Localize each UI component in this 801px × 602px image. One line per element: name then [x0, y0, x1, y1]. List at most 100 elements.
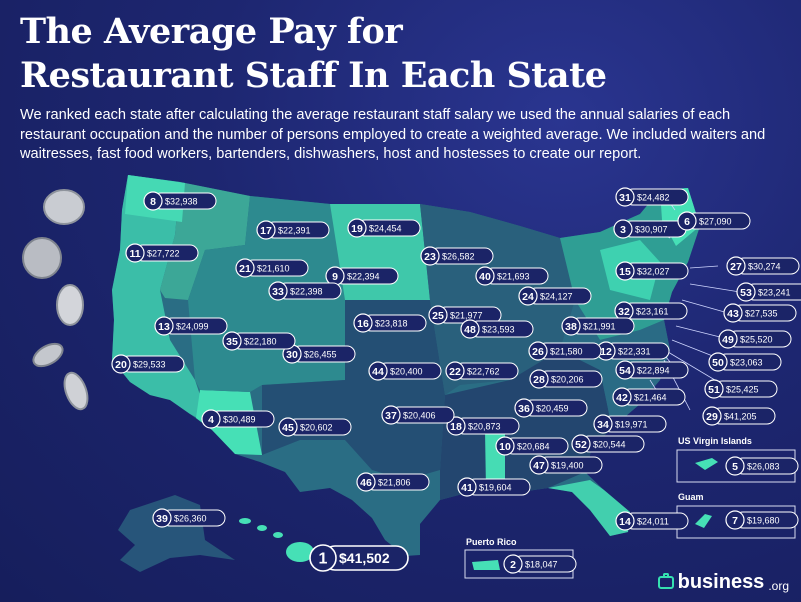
rank-number: 38	[565, 321, 577, 333]
state-label-10: 10 $20,684	[495, 436, 569, 456]
state-label-14: 14 $24,011	[615, 511, 689, 531]
page-title: The Average Pay for Restaurant Staff In E…	[20, 11, 607, 96]
state-label-21: 21 $21,610	[235, 258, 309, 278]
rank-circle	[428, 305, 448, 325]
salary-value: $23,818	[375, 318, 408, 328]
rank-number: 26	[532, 346, 544, 358]
state-label-32: 32 $23,161	[614, 301, 688, 321]
rank-number: 10	[499, 441, 511, 453]
state-label-27: 27 $30,274	[726, 256, 800, 276]
state-label-36: 36 $20,459	[514, 398, 588, 418]
state-label-50: 50 $23,063	[708, 352, 782, 372]
state-label-33: 33 $22,398	[268, 281, 342, 301]
state-label-7: 7 $19,680	[725, 510, 799, 530]
salary-value: $24,011	[637, 516, 669, 526]
rank-circle	[111, 354, 131, 374]
rank-number: 42	[616, 392, 628, 404]
rank-circle	[381, 405, 401, 425]
state-label-35: 35 $22,180	[222, 331, 296, 351]
salary-value: $23,161	[636, 306, 669, 316]
rank-circle	[268, 281, 288, 301]
rank-number: 11	[129, 248, 140, 260]
rank-number: 20	[115, 359, 127, 371]
state-label-6: 6 $27,090	[677, 211, 751, 231]
rank-number: 50	[712, 357, 724, 369]
salary-value: $23,241	[758, 287, 791, 297]
rank-circle	[613, 219, 633, 239]
state-label-20: 20 $29,533	[111, 354, 185, 374]
rank-number: 22	[449, 366, 461, 378]
rank-number: 36	[518, 403, 530, 415]
salary-value: $19,680	[747, 515, 780, 525]
state-label-17: 17 $22,391	[256, 220, 330, 240]
rank-number: 18	[450, 421, 462, 433]
rank-number: 45	[282, 422, 294, 434]
salary-value: $25,425	[726, 384, 759, 394]
rank-circle	[615, 261, 635, 281]
salary-value: $30,907	[635, 224, 668, 234]
rank-number: 35	[226, 336, 238, 348]
salary-value: $22,394	[347, 271, 380, 281]
rank-number: 2	[510, 559, 516, 571]
rank-number: 33	[272, 286, 284, 298]
state-label-16: 16 $23,818	[353, 313, 427, 333]
rank-number: 3	[620, 224, 626, 236]
hawaii-shape	[239, 518, 314, 562]
salary-value: $20,206	[551, 374, 584, 384]
salary-value: $20,602	[300, 422, 333, 432]
rank-number: 46	[360, 477, 372, 489]
rank-number: 16	[357, 318, 369, 330]
rank-circle	[278, 417, 298, 437]
salary-value: $22,894	[637, 365, 670, 375]
state-label-19: 19 $24,454	[347, 218, 421, 238]
rank-circle	[561, 316, 581, 336]
rank-number: 51	[708, 384, 720, 396]
state-label-4: 4 $30,489	[201, 409, 275, 429]
rank-circle	[718, 329, 738, 349]
state-label-25: 25 $21,977	[428, 305, 502, 325]
state-label-42: 42 $21,464	[612, 387, 686, 407]
rank-circle	[152, 508, 172, 528]
rank-number: 48	[464, 324, 476, 336]
salary-value: $27,535	[745, 308, 778, 318]
page-subtitle: We ranked each state after calculating t…	[20, 107, 766, 162]
rank-circle	[704, 379, 724, 399]
salary-value: $22,391	[278, 225, 311, 235]
salary-value: $24,099	[176, 321, 209, 331]
rank-number: 21	[239, 263, 251, 275]
salary-value: $27,722	[147, 248, 180, 258]
alaska-shape	[118, 495, 235, 572]
state-label-39: 39 $26,360	[152, 508, 226, 528]
salary-value: $26,582	[442, 251, 475, 261]
rank-number: 5	[732, 461, 738, 473]
rank-circle	[702, 406, 722, 426]
rank-circle	[235, 258, 255, 278]
rank-number: 41	[461, 482, 473, 494]
rank-circle	[593, 414, 613, 434]
rank-number: 43	[727, 308, 739, 320]
salary-value: $19,971	[615, 419, 648, 429]
rank-number: 32	[618, 306, 630, 318]
rank-number: 15	[619, 266, 631, 278]
rank-number: 17	[260, 225, 272, 237]
rank-number: 13	[158, 321, 170, 333]
state-label-1: 1 $41,502	[309, 544, 409, 572]
state-label-49: 49 $25,520	[718, 329, 792, 349]
state-label-13: 13 $24,099	[154, 316, 228, 336]
rank-circle	[615, 360, 635, 380]
state-label-9: 9 $22,394	[325, 266, 399, 286]
salary-value: $24,454	[369, 223, 402, 233]
state-label-38: 38 $21,991	[561, 316, 635, 336]
rank-number: 39	[156, 513, 168, 525]
state-label-8: 8 $32,938	[143, 191, 217, 211]
rank-number: 23	[424, 251, 436, 263]
rank-number: 31	[619, 192, 631, 204]
salary-value: $21,977	[450, 310, 483, 320]
state-label-26: 26 $21,580	[528, 341, 602, 361]
rank-number: 28	[533, 374, 545, 386]
rank-number: 40	[479, 271, 491, 283]
state-label-53: 53 $23,241	[736, 282, 801, 302]
usvi-label: US Virgin Islands	[678, 436, 752, 446]
rank-number: 1	[319, 551, 328, 568]
rank-circle	[725, 456, 745, 476]
